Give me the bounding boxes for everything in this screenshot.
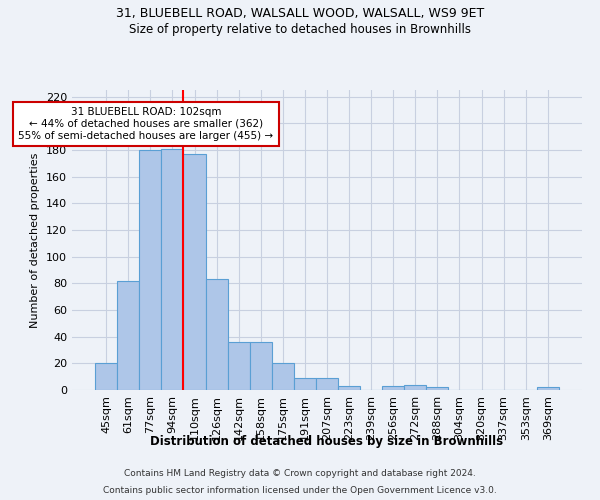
Text: 31, BLUEBELL ROAD, WALSALL WOOD, WALSALL, WS9 9ET: 31, BLUEBELL ROAD, WALSALL WOOD, WALSALL… (116, 8, 484, 20)
Text: Size of property relative to detached houses in Brownhills: Size of property relative to detached ho… (129, 22, 471, 36)
Bar (537, 388, 559, 390)
Bar (272, 364, 294, 390)
Bar (161, 148, 184, 390)
Bar (382, 386, 404, 390)
Bar (250, 342, 272, 390)
Bar (427, 388, 448, 390)
Bar (227, 342, 250, 390)
Bar (139, 150, 161, 390)
Bar (294, 378, 316, 390)
Text: Contains public sector information licensed under the Open Government Licence v3: Contains public sector information licen… (103, 486, 497, 495)
Y-axis label: Number of detached properties: Number of detached properties (31, 152, 40, 328)
Text: Distribution of detached houses by size in Brownhills: Distribution of detached houses by size … (151, 435, 503, 448)
Bar (184, 154, 206, 390)
Bar (404, 384, 427, 390)
Bar (117, 280, 139, 390)
Bar (206, 280, 227, 390)
Bar (316, 378, 338, 390)
Bar (95, 364, 117, 390)
Bar (338, 386, 360, 390)
Text: 31 BLUEBELL ROAD: 102sqm
← 44% of detached houses are smaller (362)
55% of semi-: 31 BLUEBELL ROAD: 102sqm ← 44% of detach… (19, 108, 274, 140)
Text: Contains HM Land Registry data © Crown copyright and database right 2024.: Contains HM Land Registry data © Crown c… (124, 468, 476, 477)
